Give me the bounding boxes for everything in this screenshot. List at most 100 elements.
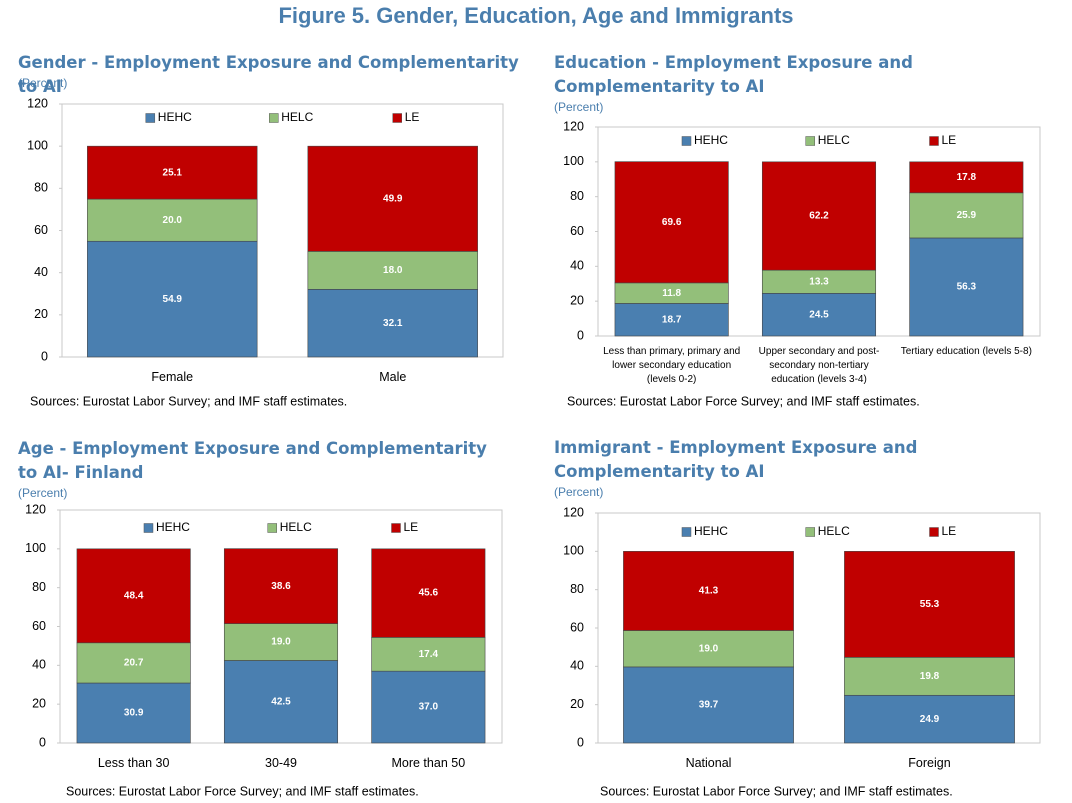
chart-title-box: Education - Employment Exposure and Comp… <box>554 53 913 96</box>
bar-segment <box>371 670 486 744</box>
legend-label: HELC <box>281 110 313 124</box>
value-label: 54.9 <box>163 294 183 305</box>
bar-segment <box>371 637 486 672</box>
chart-subtitle: (Percent) <box>554 485 603 499</box>
y-tick-label: 120 <box>563 505 584 519</box>
y-tick-label: 80 <box>570 582 584 596</box>
chart-title-box: Immigrant - Employment Exposure and Comp… <box>554 438 917 481</box>
x-tick-label-box: Female <box>151 370 194 384</box>
x-tick-label-box: Foreign <box>908 756 951 770</box>
legend-marker <box>681 136 692 146</box>
bar-segment <box>76 642 191 684</box>
value-label: 55.3 <box>920 599 940 610</box>
legend-marker <box>681 527 692 537</box>
bar-segment <box>909 192 1024 239</box>
y-tick-label: 80 <box>32 580 46 594</box>
x-tick-label-box: More than 50 <box>391 756 465 770</box>
y-tick-label: 0 <box>39 735 46 749</box>
bar-segment <box>223 660 339 744</box>
y-tick-label: 100 <box>25 541 46 555</box>
value-label: 19.8 <box>920 671 940 682</box>
value-label: 25.1 <box>163 167 183 178</box>
y-tick-label: 0 <box>577 328 584 342</box>
y-tick-label: 0 <box>41 349 48 363</box>
legend-marker <box>929 136 939 146</box>
x-tick-label-box: National <box>685 756 732 770</box>
source-note: Sources: Eurostat Labor Survey; and IMF … <box>30 394 347 408</box>
source-note: Sources: Eurostat Labor Force Survey; an… <box>66 784 419 798</box>
y-tick-label: 20 <box>570 697 584 711</box>
y-tick-label: 120 <box>563 119 584 133</box>
y-tick-label: 40 <box>34 265 48 279</box>
chart-title-box: Age - Employment Exposure and Complement… <box>18 439 487 482</box>
chart-title: Age - Employment Exposure and Complement… <box>18 439 487 482</box>
chart-subtitle: (Percent) <box>18 486 67 500</box>
value-label: 19.0 <box>699 643 719 654</box>
value-label: 24.5 <box>809 309 829 320</box>
y-tick-label: 40 <box>570 259 584 273</box>
value-label: 20.7 <box>124 658 144 669</box>
x-tick-label: Foreign <box>908 756 951 770</box>
y-tick-label: 60 <box>570 224 584 238</box>
legend-label: HELC <box>818 524 850 538</box>
y-tick-label: 20 <box>32 696 46 710</box>
value-label: 37.0 <box>419 702 439 713</box>
x-tick-label: Tertiary education (levels 5-8) <box>900 346 1032 357</box>
x-tick-label: National <box>685 756 732 770</box>
bar-segment <box>76 548 191 644</box>
value-label: 25.9 <box>957 210 977 221</box>
y-tick-label: 60 <box>32 619 46 633</box>
y-tick-label: 100 <box>27 138 48 152</box>
value-label: 69.6 <box>662 217 682 228</box>
y-tick-label: 60 <box>570 620 584 634</box>
x-tick-label-box: Tertiary education (levels 5-8) <box>900 346 1032 357</box>
y-tick-label: 20 <box>570 293 584 307</box>
bar-segment <box>87 145 258 200</box>
x-tick-label: Less than 30 <box>97 756 170 770</box>
bar-segment <box>614 303 729 337</box>
legend-label: LE <box>942 133 957 147</box>
value-label: 42.5 <box>271 696 291 707</box>
legend-label: LE <box>405 110 420 124</box>
y-tick-label: 20 <box>34 307 48 321</box>
x-tick-label: 30-49 <box>265 756 297 770</box>
legend-marker <box>929 527 939 537</box>
bar-segment <box>844 551 1015 658</box>
y-tick-label: 120 <box>27 96 48 110</box>
bar-segment <box>307 289 478 358</box>
legend-label: LE <box>404 520 419 534</box>
value-label: 30.9 <box>124 708 144 719</box>
x-tick-label-box: Less than primary, primary and lower sec… <box>603 346 740 385</box>
bar-segment <box>909 237 1024 337</box>
chart-title: Gender - Employment Exposure and Complem… <box>18 53 519 96</box>
bar-segment <box>223 548 339 624</box>
legend-marker <box>392 113 402 123</box>
y-tick-label: 40 <box>570 659 584 673</box>
bar-segment <box>614 161 729 284</box>
x-tick-label: Female <box>151 370 194 384</box>
x-tick-label-box: Less than 30 <box>97 756 170 770</box>
legend-marker <box>805 136 815 146</box>
value-label: 45.6 <box>419 588 439 599</box>
chart-title: Education - Employment Exposure and Comp… <box>554 53 913 96</box>
legend-label: HELC <box>280 520 312 534</box>
value-label: 17.4 <box>419 649 439 660</box>
bar-segment <box>761 161 877 271</box>
bar-segment <box>371 548 486 638</box>
y-tick-label: 120 <box>25 502 46 516</box>
y-tick-label: 0 <box>577 735 584 749</box>
value-label: 18.0 <box>383 265 403 276</box>
source-note: Sources: Eurostat Labor Force Survey; an… <box>600 784 953 798</box>
chart-subtitle: (Percent) <box>18 76 67 90</box>
value-label: 18.7 <box>662 314 682 325</box>
source-note: Sources: Eurostat Labor Force Survey; an… <box>567 394 920 408</box>
value-label: 20.0 <box>163 215 183 226</box>
bar-segment <box>223 623 339 661</box>
value-label: 41.3 <box>699 586 719 597</box>
value-label: 38.6 <box>271 581 291 592</box>
bar-segment <box>307 251 478 290</box>
legend-label: LE <box>942 524 957 538</box>
legend-marker <box>805 527 815 537</box>
value-label: 19.0 <box>271 637 291 648</box>
value-label: 56.3 <box>957 282 977 293</box>
